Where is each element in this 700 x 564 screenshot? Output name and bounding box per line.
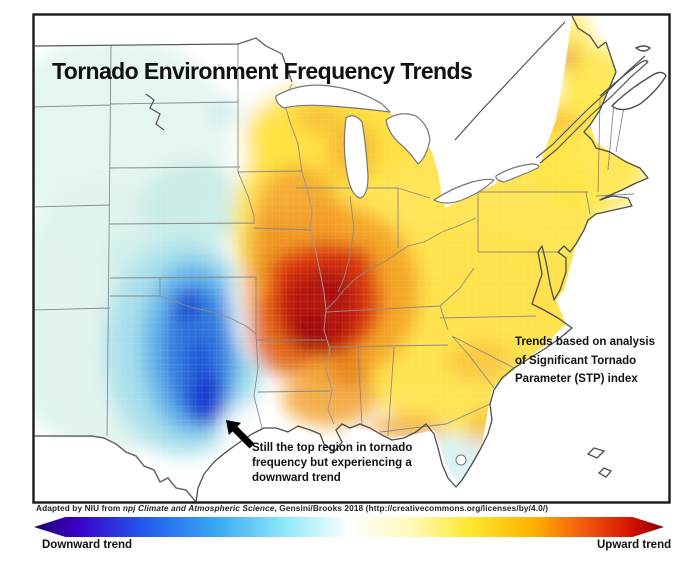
trend-arrow-icon [226, 420, 255, 449]
attribution: Adapted by NIU from npj Climate and Atmo… [36, 503, 548, 513]
lake-ontario [495, 163, 539, 183]
great-lakes [275, 84, 539, 204]
lake-huron [385, 113, 431, 165]
colorbar-label-downward: Downward trend [42, 539, 133, 551]
lake-michigan [343, 115, 369, 199]
state-borders [35, 44, 635, 437]
stp-annotation-line: Trends based on analysis [515, 336, 655, 348]
arrow-annotation-line: frequency but experiencing a [252, 457, 412, 469]
attribution-prefix: Adapted by NIU from [36, 503, 123, 513]
lake-superior [275, 84, 391, 113]
lake-okeechobee [455, 454, 467, 466]
attribution-suffix: , Gensini/Brooks 2018 (http://creativeco… [274, 503, 549, 513]
rio-grande-border [35, 435, 197, 502]
arrow-annotation: Still the top region in tornado frequenc… [252, 441, 412, 486]
trend-colorbar [34, 517, 664, 537]
bahamas-islands [586, 447, 613, 478]
colorbar-label-upward: Upward trend [597, 539, 672, 551]
lake-erie [433, 178, 495, 204]
attribution-journal: npj Climate and Atmospheric Science [122, 503, 275, 513]
stp-annotation-line: Parameter (STP) index [515, 373, 638, 385]
missouri-river [145, 93, 165, 131]
stp-annotation: Trends based on analysis of Significant … [515, 333, 655, 389]
nova-scotia-outline [610, 45, 667, 111]
canada-border [35, 21, 649, 164]
map-frame [32, 13, 671, 504]
arrow-annotation-line: downward trend [252, 472, 341, 484]
mississippi-river [301, 171, 335, 425]
maine-nb-border [571, 16, 649, 97]
coastline [195, 41, 649, 502]
page-title: Tornado Environment Frequency Trends [52, 58, 473, 84]
arrow-annotation-line: Still the top region in tornado [252, 442, 413, 454]
stp-annotation-line: of Significant Tornado [515, 354, 637, 367]
